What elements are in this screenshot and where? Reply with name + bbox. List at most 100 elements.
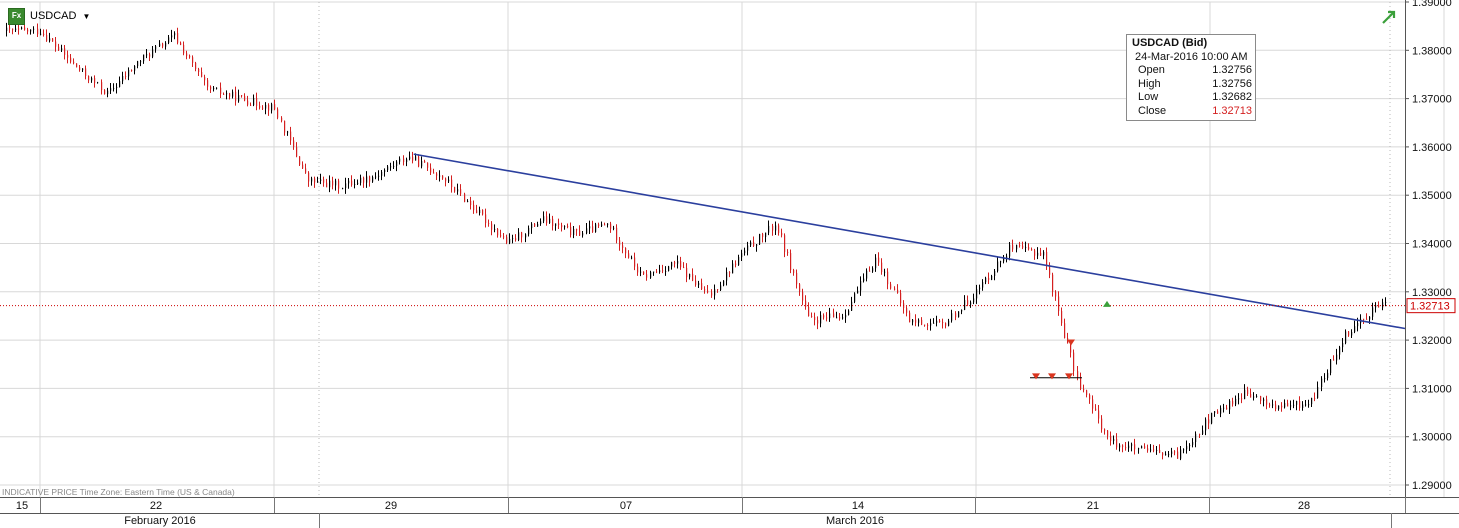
candle-down bbox=[1275, 404, 1277, 410]
info-row-high: High 1.32756 bbox=[1132, 78, 1252, 92]
candle-down bbox=[1107, 430, 1109, 436]
candle-up bbox=[238, 95, 240, 102]
candle-down bbox=[811, 316, 813, 318]
candle-up bbox=[1278, 405, 1280, 410]
candle-up bbox=[393, 165, 395, 167]
candle-down bbox=[1110, 435, 1112, 442]
candle-up bbox=[390, 166, 392, 168]
candle-up bbox=[119, 81, 121, 87]
candle-up bbox=[457, 189, 459, 192]
candle-up bbox=[1180, 449, 1182, 459]
candle-down bbox=[1095, 408, 1097, 411]
candle-down bbox=[1217, 411, 1219, 414]
dropdown-caret-icon[interactable]: ▼ bbox=[82, 11, 91, 21]
candle-up bbox=[1192, 441, 1194, 445]
candle-down bbox=[180, 42, 182, 45]
candle-down bbox=[945, 323, 947, 326]
last-price-tag bbox=[1406, 298, 1456, 314]
candle-down bbox=[268, 104, 270, 111]
month-tick-label: March 2016 bbox=[826, 515, 884, 527]
candle-down bbox=[1028, 247, 1030, 250]
candle-down bbox=[887, 271, 889, 285]
candle-up bbox=[1284, 403, 1286, 408]
candle-down bbox=[223, 93, 225, 95]
candle-down bbox=[290, 131, 292, 141]
candle-up bbox=[689, 273, 691, 278]
candle-up bbox=[1183, 449, 1185, 451]
candle-up bbox=[750, 242, 752, 246]
candle-up bbox=[409, 156, 411, 160]
candle-up bbox=[1308, 404, 1310, 406]
sell-marker-icon bbox=[1048, 373, 1056, 380]
price-tick-label: 1.34000 bbox=[1412, 239, 1452, 251]
candle-up bbox=[1385, 301, 1387, 303]
candle-up bbox=[732, 263, 734, 274]
candle-down bbox=[814, 317, 816, 321]
day-tick-label: 22 bbox=[150, 500, 162, 512]
candle-up bbox=[631, 257, 633, 259]
candle-up bbox=[406, 159, 408, 162]
candle-down bbox=[332, 180, 334, 186]
candle-down bbox=[781, 232, 783, 236]
candle-up bbox=[354, 184, 356, 186]
price-tick-label: 1.36000 bbox=[1412, 142, 1452, 154]
candle-down bbox=[94, 78, 96, 83]
candle-down bbox=[1177, 451, 1179, 459]
candle-up bbox=[311, 178, 313, 182]
candle-down bbox=[183, 44, 185, 54]
candle-down bbox=[1092, 399, 1094, 409]
last-price-label: 1.32713 bbox=[1410, 301, 1450, 313]
candle-up bbox=[863, 278, 865, 282]
candle-up bbox=[329, 180, 331, 188]
candle-down bbox=[921, 319, 923, 325]
candle-up bbox=[1253, 396, 1255, 398]
candle-down bbox=[579, 230, 581, 236]
candle-down bbox=[1101, 418, 1103, 430]
candle-up bbox=[854, 293, 856, 302]
candle-down bbox=[296, 147, 298, 157]
candle-down bbox=[1250, 394, 1252, 398]
candle-down bbox=[942, 322, 944, 324]
candle-down bbox=[131, 70, 133, 72]
candle-up bbox=[1324, 378, 1326, 380]
symbol-selector[interactable]: Fx USDCAD ▼ bbox=[8, 7, 90, 25]
candle-up bbox=[33, 28, 35, 30]
candle-down bbox=[787, 251, 789, 254]
candle-down bbox=[430, 167, 432, 173]
candle-up bbox=[1263, 399, 1265, 401]
candle-up bbox=[6, 27, 8, 31]
candle-up bbox=[320, 179, 322, 182]
candle-down bbox=[656, 271, 658, 273]
info-row-low: Low 1.32682 bbox=[1132, 91, 1252, 105]
candle-down bbox=[70, 57, 72, 62]
candle-down bbox=[302, 164, 304, 169]
candle-down bbox=[1073, 352, 1075, 372]
candle-up bbox=[143, 54, 145, 62]
candle-down bbox=[149, 54, 151, 57]
candle-down bbox=[839, 317, 841, 319]
candle-down bbox=[79, 67, 81, 71]
candle-up bbox=[1138, 448, 1140, 450]
candle-down bbox=[424, 161, 426, 163]
candle-up bbox=[775, 225, 777, 231]
candle-down bbox=[207, 80, 209, 87]
candle-up bbox=[509, 238, 511, 243]
candle-down bbox=[1144, 446, 1146, 449]
candle-down bbox=[24, 27, 26, 30]
candle-up bbox=[1235, 398, 1237, 405]
candle-down bbox=[43, 33, 45, 35]
candle-up bbox=[991, 275, 993, 280]
expand-chart-icon[interactable] bbox=[1382, 10, 1396, 24]
candle-down bbox=[1031, 249, 1033, 251]
candle-up bbox=[738, 257, 740, 266]
candle-up bbox=[1043, 251, 1045, 256]
candle-down bbox=[470, 201, 472, 205]
candle-down bbox=[881, 262, 883, 272]
candle-up bbox=[360, 177, 362, 183]
candle-up bbox=[970, 302, 972, 305]
candle-up bbox=[226, 93, 228, 95]
candle-down bbox=[1019, 245, 1021, 247]
info-label-high: High bbox=[1138, 77, 1161, 90]
candle-up bbox=[1202, 430, 1204, 435]
